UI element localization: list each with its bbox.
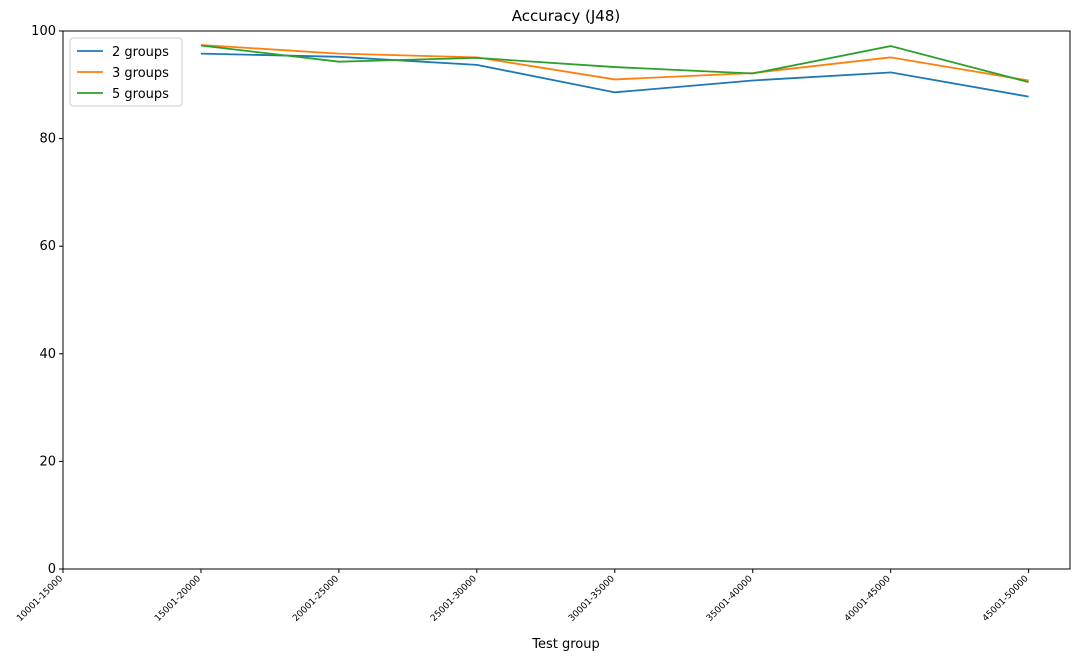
series-line xyxy=(200,52,1029,98)
y-tick-label: 0 xyxy=(48,562,56,577)
x-tick-label: 35001-40000 xyxy=(705,574,755,624)
chart-title: Accuracy (J48) xyxy=(512,7,620,25)
x-tick-label: 10001-15000 xyxy=(15,574,65,624)
y-tick-label: 60 xyxy=(39,239,56,254)
x-tick-label: 25001-30000 xyxy=(429,574,479,624)
series-line xyxy=(200,44,1029,83)
legend-label: 3 groups xyxy=(112,66,169,81)
plot-frame xyxy=(62,30,1071,570)
y-tick-label: 20 xyxy=(39,454,56,469)
x-tick-label: 40001-45000 xyxy=(843,574,893,624)
x-tick-label: 20001-25000 xyxy=(291,574,341,624)
legend-label: 2 groups xyxy=(112,45,169,60)
x-axis-label: Test group xyxy=(531,637,600,652)
y-tick-label: 80 xyxy=(39,132,56,147)
legend-label: 5 groups xyxy=(112,87,169,102)
legend-box xyxy=(69,37,183,107)
y-tick-label: 40 xyxy=(39,347,56,362)
series-line xyxy=(200,44,1029,82)
x-tick-label: 15001-20000 xyxy=(153,574,203,624)
x-tick-label: 45001-50000 xyxy=(981,574,1031,624)
y-tick-label: 100 xyxy=(31,24,56,39)
x-tick-label: 30001-35000 xyxy=(567,574,617,624)
